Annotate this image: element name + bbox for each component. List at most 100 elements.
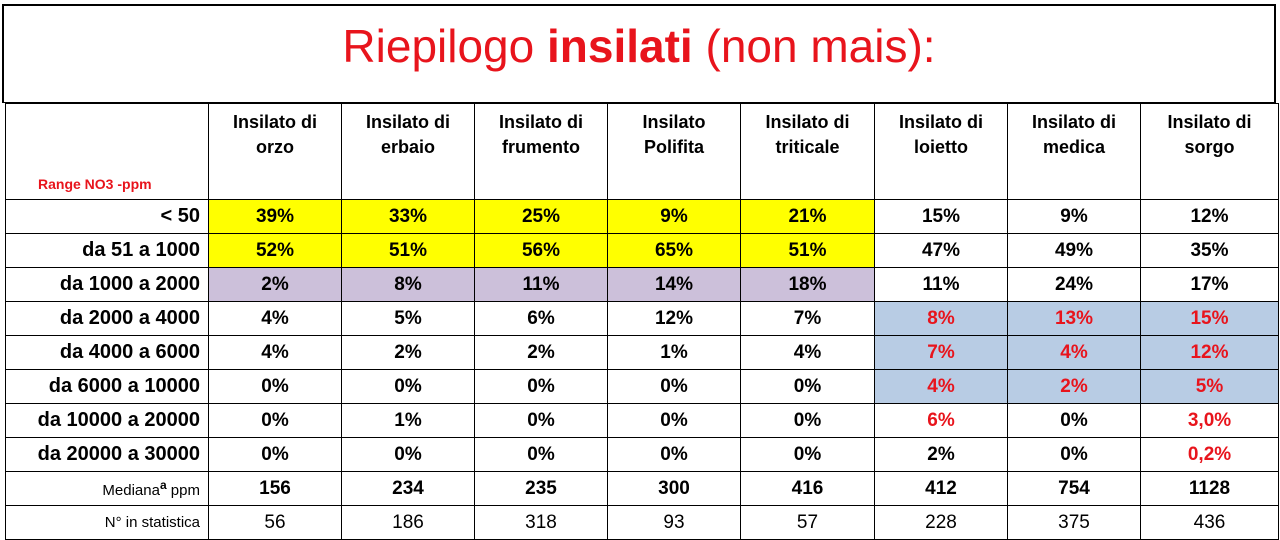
table-cell: 15% [874,199,1008,234]
table-cell: 4% [874,369,1008,404]
column-header: Insilato di triticale [740,103,875,200]
table-cell: 1% [607,335,741,370]
header-row: Range NO3 -ppm Insilato di orzo Insilato … [5,103,1279,200]
table-cell: 0% [474,369,608,404]
median-label: Medianaa ppm [5,471,209,506]
table-cell: 436 [1140,505,1279,540]
table-cell: 0% [1007,437,1141,472]
table-cell: 3,0% [1140,403,1279,438]
table-cell: 13% [1007,301,1141,336]
table-cell: 9% [1007,199,1141,234]
table-cell: 17% [1140,267,1279,302]
table-cell: 11% [474,267,608,302]
table-cell: 0% [607,437,741,472]
table-cell: 4% [208,335,342,370]
table-cell: 7% [874,335,1008,370]
row-label: da 1000 a 2000 [5,267,209,302]
row-label: da 4000 a 6000 [5,335,209,370]
table-cell: 2% [874,437,1008,472]
table-cell: 57 [740,505,875,540]
range-header: Range NO3 -ppm [5,103,209,200]
column-header: Insilato di medica [1007,103,1141,200]
table-cell: 2% [1007,369,1141,404]
table-cell: 49% [1007,233,1141,268]
table-cell: 186 [341,505,475,540]
table-cell: 0% [1007,403,1141,438]
table-cell: 24% [1007,267,1141,302]
table-cell: 12% [607,301,741,336]
table-cell: 1128 [1140,471,1279,506]
row-label: da 10000 a 20000 [5,403,209,438]
table-cell: 8% [341,267,475,302]
nitrate-summary-table: Range NO3 -ppm Insilato di orzo Insilato … [5,103,1279,540]
table-cell: 2% [208,267,342,302]
table-cell: 754 [1007,471,1141,506]
table-cell: 0% [474,403,608,438]
table-cell: 35% [1140,233,1279,268]
table-cell: 0% [208,369,342,404]
table-cell: 4% [1007,335,1141,370]
table-cell: 2% [474,335,608,370]
table-cell: 5% [1140,369,1279,404]
median-row: Medianaa ppm 156 234 235 300 416 412 754… [5,471,1279,506]
table-cell: 12% [1140,199,1279,234]
table-cell: 51% [740,233,875,268]
table-cell: 6% [874,403,1008,438]
column-header: Insilato di orzo [208,103,342,200]
table-cell: 300 [607,471,741,506]
table-cell: 65% [607,233,741,268]
table-cell: 0% [740,369,875,404]
table-cell: 2% [341,335,475,370]
row-label: < 50 [5,199,209,234]
table-cell: 0% [740,403,875,438]
table-cell: 18% [740,267,875,302]
column-header: Insilato di frumento [474,103,608,200]
table-cell: 0% [740,437,875,472]
table-cell: 318 [474,505,608,540]
column-header: Insilato di sorgo [1140,103,1279,200]
table-cell: 21% [740,199,875,234]
table-cell: 93 [607,505,741,540]
table-cell: 47% [874,233,1008,268]
table-cell: 0% [607,403,741,438]
table-cell: 9% [607,199,741,234]
table-cell: 0% [208,437,342,472]
row-label: da 6000 a 10000 [5,369,209,404]
table-row: da 2000 a 4000 4% 5% 6% 12% 7% 8% 13% 15… [5,301,1279,336]
table-cell: 0% [341,437,475,472]
table-cell: 56 [208,505,342,540]
count-label: N° in statistica [5,505,209,540]
table-row: da 1000 a 2000 2% 8% 11% 14% 18% 11% 24%… [5,267,1279,302]
title-part-2: insilati [547,20,693,72]
table-row: da 10000 a 20000 0% 1% 0% 0% 0% 6% 0% 3,… [5,403,1279,438]
table-cell: 5% [341,301,475,336]
table-row: da 6000 a 10000 0% 0% 0% 0% 0% 4% 2% 5% [5,369,1279,404]
table-cell: 0% [341,369,475,404]
table-cell: 4% [208,301,342,336]
table-cell: 56% [474,233,608,268]
table-cell: 14% [607,267,741,302]
table-cell: 11% [874,267,1008,302]
table-cell: 39% [208,199,342,234]
count-row: N° in statistica 56 186 318 93 57 228 37… [5,505,1279,540]
table-cell: 235 [474,471,608,506]
title-part-1: Riepilogo [342,20,547,72]
page-title: Riepilogo insilati (non mais): [4,18,1274,74]
table-row: da 51 a 1000 52% 51% 56% 65% 51% 47% 49%… [5,233,1279,268]
table-cell: 7% [740,301,875,336]
table-row: da 4000 a 6000 4% 2% 2% 1% 4% 7% 4% 12% [5,335,1279,370]
column-header: Insilato Polifita [607,103,741,200]
title-part-3: (non mais): [692,20,936,72]
row-label: da 2000 a 4000 [5,301,209,336]
table-cell: 228 [874,505,1008,540]
row-label: da 20000 a 30000 [5,437,209,472]
table-cell: 6% [474,301,608,336]
title-box: Riepilogo insilati (non mais): [2,4,1276,103]
column-header: Insilato di erbaio [341,103,475,200]
table-cell: 1% [341,403,475,438]
table-cell: 412 [874,471,1008,506]
table-row: < 50 39% 33% 25% 9% 21% 15% 9% 12% [5,199,1279,234]
table-cell: 416 [740,471,875,506]
table-cell: 0% [474,437,608,472]
column-header: Insilato di loietto [874,103,1008,200]
